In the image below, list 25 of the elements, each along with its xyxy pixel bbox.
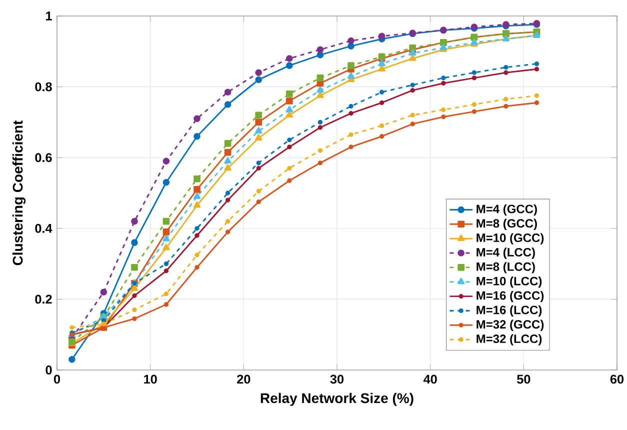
- x-tick-label: 20: [237, 374, 250, 384]
- x-tick-label: 60: [610, 374, 624, 384]
- legend-label: M=10 (LCC): [476, 276, 542, 288]
- legend-label: M=32 (GCC): [476, 320, 544, 331]
- legend-label: M=4 (GCC): [476, 204, 537, 216]
- legend-label: M=16 (LCC): [476, 305, 542, 317]
- x-tick-label: 40: [423, 374, 437, 384]
- legend-label: M=10 (GCC): [476, 233, 544, 244]
- y-tick-label: 0: [46, 366, 52, 374]
- y-tick-label: 0.2: [35, 294, 52, 304]
- legend-label: M=8 (GCC): [476, 218, 537, 230]
- y-axis-title: Clustering Coefficient: [12, 120, 26, 266]
- legend-label: M=32 (LCC): [476, 334, 542, 346]
- x-tick-label: 30: [330, 374, 344, 384]
- y-tick-label: 0.4: [35, 224, 52, 233]
- legend-label: M=8 (LCC): [476, 262, 535, 274]
- y-tick-label: 0.6: [35, 153, 52, 162]
- x-tick-label: 10: [144, 374, 157, 384]
- x-tick-label: 50: [517, 374, 530, 384]
- x-axis-title: Relay Network Size (%): [260, 392, 414, 406]
- legend-label: M=4 (LCC): [476, 248, 535, 259]
- legend-label: M=16 (GCC): [476, 290, 544, 302]
- x-tick-label: 0: [54, 374, 60, 384]
- y-tick-label: 0.8: [35, 82, 52, 92]
- y-tick-label: 1: [46, 12, 52, 20]
